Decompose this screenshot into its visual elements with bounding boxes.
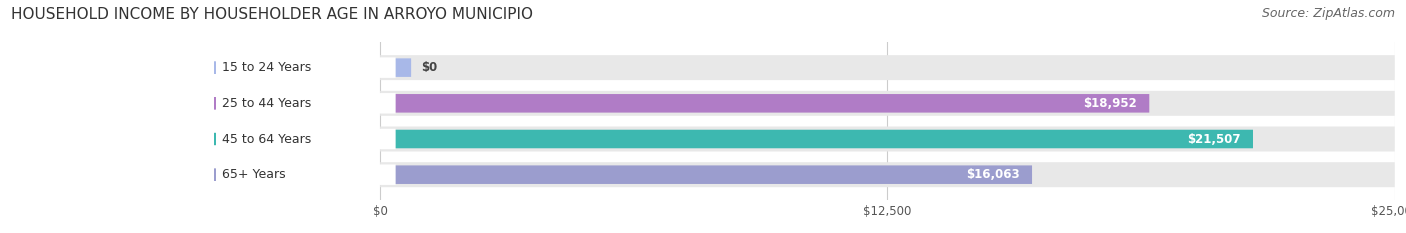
- FancyBboxPatch shape: [380, 94, 1149, 113]
- FancyBboxPatch shape: [380, 55, 1395, 80]
- FancyBboxPatch shape: [215, 129, 395, 149]
- FancyBboxPatch shape: [215, 164, 395, 185]
- FancyBboxPatch shape: [380, 58, 411, 77]
- FancyBboxPatch shape: [380, 91, 1395, 116]
- Text: $18,952: $18,952: [1084, 97, 1137, 110]
- Text: HOUSEHOLD INCOME BY HOUSEHOLDER AGE IN ARROYO MUNICIPIO: HOUSEHOLD INCOME BY HOUSEHOLDER AGE IN A…: [11, 7, 533, 22]
- FancyBboxPatch shape: [215, 93, 395, 113]
- FancyBboxPatch shape: [380, 127, 1395, 151]
- FancyBboxPatch shape: [380, 130, 1253, 148]
- FancyBboxPatch shape: [380, 165, 1032, 184]
- Text: $0: $0: [422, 61, 437, 74]
- Text: 65+ Years: 65+ Years: [222, 168, 285, 181]
- FancyBboxPatch shape: [215, 57, 395, 78]
- Text: 45 to 64 Years: 45 to 64 Years: [222, 133, 311, 145]
- Text: 25 to 44 Years: 25 to 44 Years: [222, 97, 311, 110]
- Text: $16,063: $16,063: [966, 168, 1019, 181]
- Text: $21,507: $21,507: [1187, 133, 1241, 145]
- FancyBboxPatch shape: [380, 162, 1395, 187]
- Text: 15 to 24 Years: 15 to 24 Years: [222, 61, 311, 74]
- Text: Source: ZipAtlas.com: Source: ZipAtlas.com: [1261, 7, 1395, 20]
